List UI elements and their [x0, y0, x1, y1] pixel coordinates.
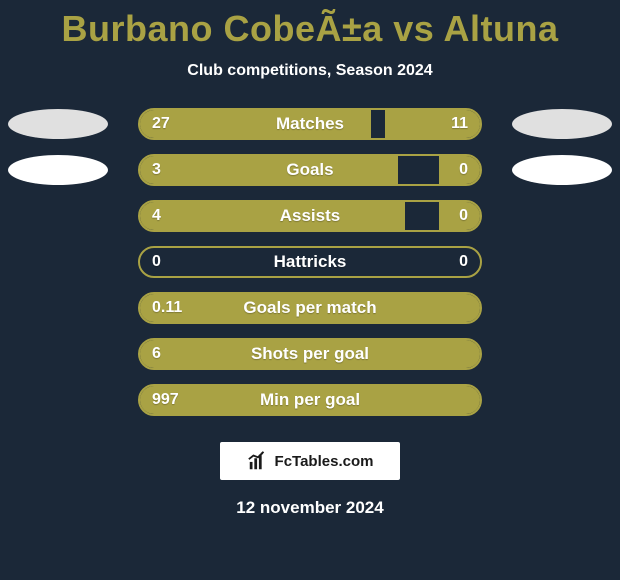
stat-label: Goals per match — [140, 294, 480, 322]
stat-bar: 30Goals — [138, 154, 482, 186]
stat-row: 40Assists — [0, 200, 620, 232]
date-text: 12 november 2024 — [0, 498, 620, 518]
stat-label: Shots per goal — [140, 340, 480, 368]
stat-row: 2711Matches — [0, 108, 620, 140]
stat-label: Hattricks — [140, 248, 480, 276]
team-oval-left — [8, 109, 108, 139]
stat-bar: 00Hattricks — [138, 246, 482, 278]
stat-row: 30Goals — [0, 154, 620, 186]
stat-label: Matches — [140, 110, 480, 138]
stat-bar: 0.11Goals per match — [138, 292, 482, 324]
stat-bar: 997Min per goal — [138, 384, 482, 416]
stat-label: Min per goal — [140, 386, 480, 414]
team-oval-right — [512, 109, 612, 139]
brand-chart-icon — [247, 450, 269, 472]
stat-row: 0.11Goals per match — [0, 292, 620, 324]
stat-row: 997Min per goal — [0, 384, 620, 416]
stat-bar: 40Assists — [138, 200, 482, 232]
stat-bar: 2711Matches — [138, 108, 482, 140]
stat-row: 00Hattricks — [0, 246, 620, 278]
stat-label: Goals — [140, 156, 480, 184]
page-title: Burbano CobeÃ±a vs Altuna — [0, 0, 620, 50]
stat-label: Assists — [140, 202, 480, 230]
team-oval-right — [512, 155, 612, 185]
stat-bar: 6Shots per goal — [138, 338, 482, 370]
stat-row: 6Shots per goal — [0, 338, 620, 370]
stats-rows: 2711Matches 30Goals 40Assists 00Hattricks 0.… — [0, 108, 620, 416]
brand-badge: FcTables.com — [220, 442, 400, 480]
subtitle: Club competitions, Season 2024 — [0, 62, 620, 80]
team-oval-left — [8, 155, 108, 185]
brand-text: FcTables.com — [275, 453, 374, 470]
